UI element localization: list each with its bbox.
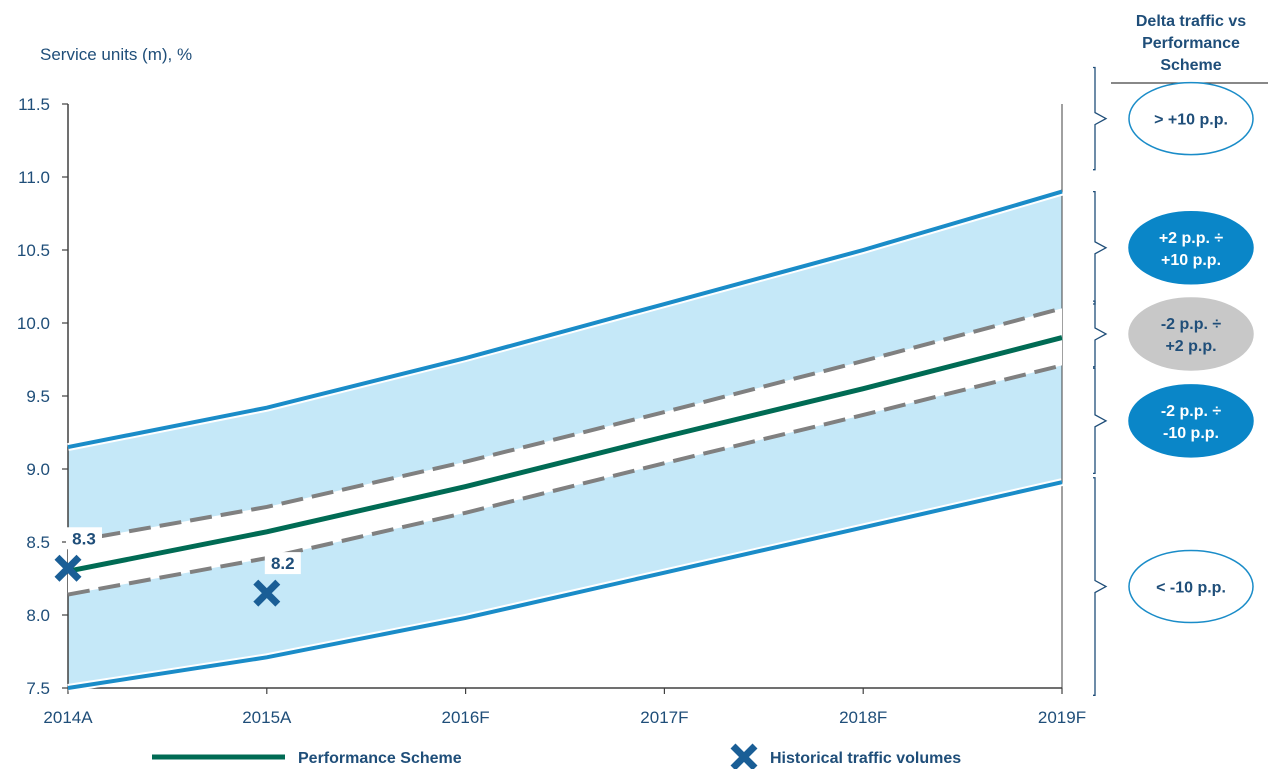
y-tick-label: 9.0 [26,460,50,479]
y-tick-label: 7.5 [26,679,50,698]
legend-historical-label: Historical traffic volumes [770,750,961,767]
band-ellipse [1128,549,1254,624]
y-tick-label: 8.5 [26,533,50,552]
band-label: > +10 p.p. [1154,112,1228,129]
legend-historical-marker [730,743,758,769]
historical-data-label: 8.3 [72,529,96,548]
panel-bracket [1093,300,1108,368]
y-axis-label: Service units (m), % [40,45,192,64]
historical-point-marker [253,579,281,607]
panel-bracket [1093,367,1108,475]
band-upper-line [67,189,1063,450]
band-ellipse [1128,297,1254,371]
dashed-threshold-line [67,363,1063,597]
dashed-threshold-line [67,306,1063,544]
band-label: -10 p.p. [1163,425,1219,442]
panel-bracket [1093,190,1108,305]
x-tick-label: 2014A [43,708,93,727]
band-label: +2 p.p. ÷ [1159,230,1224,247]
band-ellipse [1128,384,1254,458]
band-label: +10 p.p. [1161,252,1221,269]
y-tick-label: 10.0 [17,314,50,333]
y-tick-label: 11.0 [18,168,50,187]
x-tick-label: 2017F [640,708,688,727]
performance-scheme-line [67,335,1063,574]
band-label: -2 p.p. ÷ [1161,403,1222,420]
y-tick-label: 11.5 [18,95,50,114]
panel-title-line: Performance [1142,35,1240,52]
legend-performance-label: Performance Scheme [298,750,462,767]
panel-bracket [1093,66,1108,171]
band-ellipse [1128,81,1254,156]
band-label: -2 p.p. ÷ [1161,316,1222,333]
x-tick-label: 2015A [242,708,292,727]
x-tick-label: 2016F [441,708,489,727]
y-tick-label: 8.0 [26,606,50,625]
y-tick-label: 10.5 [17,241,50,260]
x-tick-label: 2019F [1038,708,1086,727]
historical-point-marker [54,554,82,582]
data-label-bg [66,527,102,550]
historical-data-label: 8.2 [271,554,295,573]
x-tick-label: 2018F [839,708,887,727]
panel-bracket [1093,477,1108,696]
band-label: < -10 p.p. [1156,580,1226,597]
panel-title-line: Scheme [1160,57,1221,74]
band-ellipse [1128,211,1254,285]
band-lower-line [67,480,1063,690]
band-label: +2 p.p. [1165,338,1216,355]
y-tick-label: 9.5 [26,387,50,406]
panel-title-line: Delta traffic vs [1136,13,1246,30]
data-label-bg [264,552,301,575]
